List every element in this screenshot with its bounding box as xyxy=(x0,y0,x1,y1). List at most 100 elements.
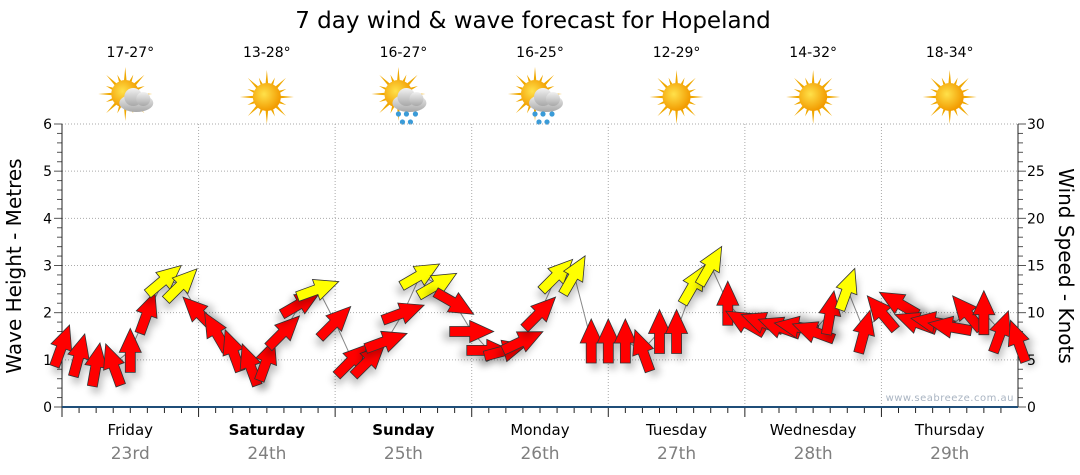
wind-arrow xyxy=(834,267,859,319)
cloud-part xyxy=(136,92,151,106)
rain-drop xyxy=(536,119,542,125)
sun-ray xyxy=(247,104,260,117)
rain-drop xyxy=(403,111,410,117)
grid xyxy=(62,123,1018,407)
y2-tick-label: 10 xyxy=(1027,306,1045,322)
wind-arrow xyxy=(647,308,675,360)
cloud-part xyxy=(409,92,424,106)
sunny-icon xyxy=(786,70,841,124)
wind-arrow-shape xyxy=(49,324,73,369)
wind-arrow-shape xyxy=(988,309,1012,355)
partly-cloudy-icon xyxy=(98,67,154,121)
sun-ray xyxy=(379,74,392,87)
showers-icon xyxy=(508,67,563,125)
wind-arrow xyxy=(67,332,92,385)
sun-ray xyxy=(657,104,670,117)
wind-arrow xyxy=(443,319,495,347)
day-label: Monday xyxy=(510,421,569,439)
sun-ray xyxy=(371,92,387,96)
sun xyxy=(799,83,828,111)
wind-arrow xyxy=(118,327,146,379)
wind-arrow xyxy=(579,318,607,369)
wind-arrow-shape xyxy=(716,280,740,326)
y-axis-label: Wave Height - Metres xyxy=(2,158,26,373)
sunny-icon xyxy=(239,70,294,124)
wind-arrow-shape xyxy=(520,296,557,333)
wind-arrow xyxy=(395,263,441,297)
wind-arrow xyxy=(632,328,661,378)
wind-arrow-shape xyxy=(315,305,352,342)
wind-arrow-shape xyxy=(613,318,637,364)
sun-ray xyxy=(811,108,815,124)
sun xyxy=(252,83,281,111)
wind-arrow-shape xyxy=(972,289,996,336)
wind-arrow-shape xyxy=(927,315,973,339)
y-tick-label: 1 xyxy=(43,353,52,369)
sun-ray xyxy=(239,95,255,99)
wind-arrow-shape xyxy=(380,302,426,326)
weather-header: 17-27° 13-28° 16-27° 16-25° 12-29° 14-32° 18-3… xyxy=(98,45,977,125)
sun-ray xyxy=(811,70,815,86)
wind-arrow-shape xyxy=(558,255,586,298)
wind-arrow-shape xyxy=(878,291,921,320)
sun-ray xyxy=(957,104,969,117)
rain-drop xyxy=(399,119,406,125)
wind-arrow xyxy=(1007,319,1037,368)
y-tick-label: 5 xyxy=(43,164,52,180)
temperature-label: 14-32° xyxy=(789,45,837,61)
sun-ray xyxy=(533,67,537,83)
sunny-icon xyxy=(922,70,977,124)
wind-arrow xyxy=(988,309,1013,361)
cloud xyxy=(529,88,563,112)
wind-arrow-shape xyxy=(415,272,458,301)
wind-arrow-shape xyxy=(852,309,875,355)
y2-tick-label: 0 xyxy=(1027,400,1036,416)
rain-drop xyxy=(532,111,538,117)
sun-ray xyxy=(786,95,802,99)
temperature-label: 13-28° xyxy=(243,45,291,61)
wind-arrow xyxy=(664,308,692,360)
wind-arrow-shape xyxy=(632,328,656,374)
wind-arrow xyxy=(694,245,723,295)
sun-ray xyxy=(794,77,806,90)
sun-ray xyxy=(274,104,286,117)
sun-ray xyxy=(265,108,269,124)
sun-ray xyxy=(274,77,286,90)
sun-ray xyxy=(515,74,528,87)
sun-ray xyxy=(930,104,943,117)
temperature-label: 18-34° xyxy=(926,45,974,61)
wind-arrow-shape xyxy=(84,341,108,388)
sun-ray xyxy=(961,95,977,99)
temperature-label: 12-29° xyxy=(653,45,701,61)
sun-ray xyxy=(106,74,118,87)
date-label: 27th xyxy=(657,444,696,464)
sun-ray xyxy=(794,104,806,117)
y-tick-label: 2 xyxy=(43,306,52,322)
wind-arrow-shape xyxy=(134,291,158,336)
wind-arrow xyxy=(376,302,426,331)
wind-arrow xyxy=(425,287,475,315)
sun-ray xyxy=(265,70,269,86)
cloud xyxy=(119,88,154,112)
wind-arrow-shape xyxy=(432,287,475,315)
y-tick-label: 4 xyxy=(43,211,52,227)
y2-tick-label: 15 xyxy=(1027,259,1045,275)
date-label: 23rd xyxy=(111,444,150,464)
rain-drop xyxy=(549,111,555,117)
day-label: Friday xyxy=(108,421,154,439)
date-label: 26th xyxy=(520,444,559,464)
wind-arrow xyxy=(613,318,641,369)
wind-arrow xyxy=(263,315,301,358)
cloud xyxy=(392,88,427,112)
sun-ray xyxy=(930,77,943,90)
sun-ray xyxy=(247,77,260,90)
day-label: Saturday xyxy=(229,421,306,439)
sun-ray xyxy=(820,104,833,117)
wind-arrow-shape xyxy=(500,331,544,356)
sun-ray xyxy=(396,67,400,83)
wind-arrow xyxy=(103,342,132,392)
wind-arrow-shape xyxy=(1007,319,1031,364)
wind-arrow xyxy=(519,296,557,339)
showers-icon xyxy=(371,67,427,125)
